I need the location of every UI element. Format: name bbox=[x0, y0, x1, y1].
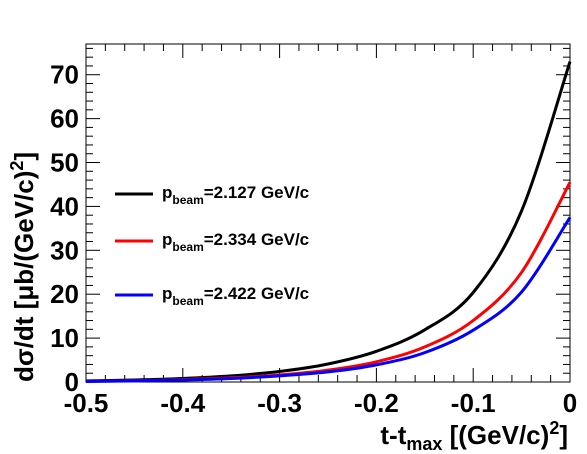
y-tick-label: 30 bbox=[50, 235, 79, 265]
legend: pbeam=2.127 GeV/c pbeam=2.334 GeV/c pbeam=… bbox=[115, 183, 309, 308]
legend-label-1: pbeam=2.127 GeV/c bbox=[162, 183, 309, 207]
y-tick-label: 20 bbox=[50, 279, 79, 309]
y-tick-label: 60 bbox=[50, 104, 79, 134]
x-tick-label: -0.2 bbox=[354, 388, 399, 418]
x-tick-label: -0.1 bbox=[451, 388, 496, 418]
y-axis-title: dσ/dt [μb/(GeV/c)2] bbox=[7, 152, 39, 382]
x-tick-label: -0.3 bbox=[257, 388, 302, 418]
legend-label-3: pbeam=2.422 GeV/c bbox=[162, 284, 309, 308]
x-tick-label: -0.4 bbox=[160, 388, 205, 418]
y-tick-label: 40 bbox=[50, 191, 79, 221]
x-tick-label: 0 bbox=[563, 388, 577, 418]
x-ticks bbox=[85, 44, 571, 382]
y-tick-label: 70 bbox=[50, 60, 79, 90]
series-line-3 bbox=[85, 216, 572, 383]
y-ticks bbox=[86, 47, 570, 383]
series-lines bbox=[85, 61, 572, 383]
x-tick-labels: -0.5 -0.4 -0.3 -0.2 -0.1 0 bbox=[64, 388, 578, 418]
plot-frame bbox=[85, 43, 571, 383]
x-axis-title: t-tmax [(GeV/c)2] bbox=[380, 418, 568, 454]
y-tick-label: 0 bbox=[65, 367, 79, 397]
y-tick-labels: 0 10 20 30 40 50 60 70 bbox=[50, 60, 79, 397]
series-line-2 bbox=[85, 181, 572, 383]
x-tick-label: -0.5 bbox=[64, 388, 109, 418]
y-tick-label: 10 bbox=[50, 323, 79, 353]
y-tick-label: 50 bbox=[50, 148, 79, 178]
legend-label-2: pbeam=2.334 GeV/c bbox=[162, 230, 309, 254]
series-line-1 bbox=[85, 61, 572, 383]
